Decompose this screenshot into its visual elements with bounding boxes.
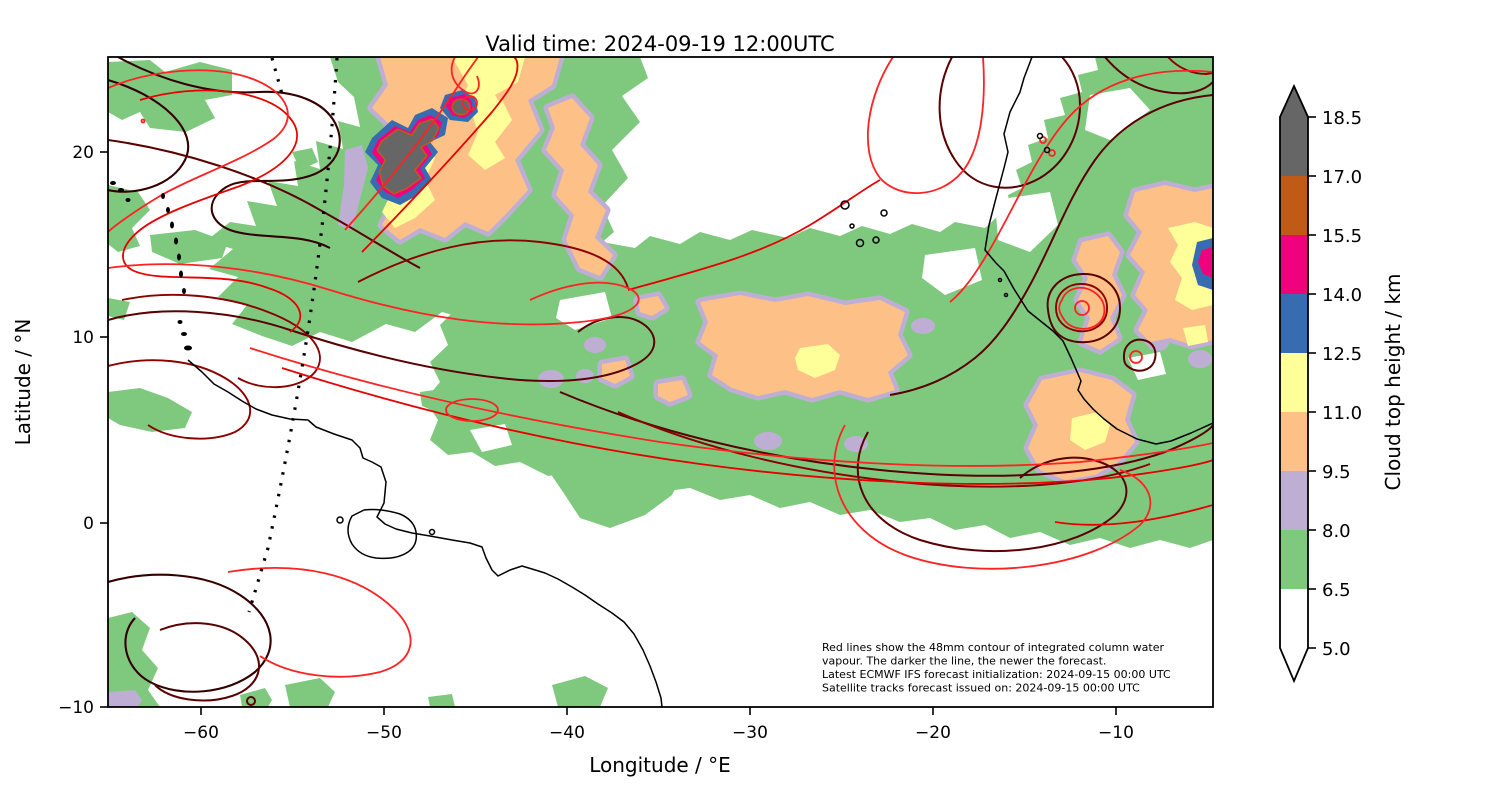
x-tick-label: −20 — [915, 723, 951, 743]
y-tick-label: −10 — [58, 698, 94, 718]
x-tick-labels: −60 −50 −40 −30 −20 −10 — [183, 723, 1134, 743]
cloud-fill-yellow — [380, 57, 1213, 450]
annotation-line: Satellite tracks forecast issued on: 202… — [822, 682, 1140, 695]
colorbar-band — [1280, 530, 1308, 589]
colorbar-band — [1280, 117, 1308, 176]
y-tick-labels: 20 10 0 −10 — [58, 143, 94, 718]
colorbar-tick-label: 17.0 — [1322, 167, 1362, 188]
colorbar-band — [1280, 353, 1308, 412]
map-plot-area — [108, 57, 1213, 707]
y-tick-label: 10 — [72, 328, 94, 348]
x-axis-label: Longitude / °E — [589, 753, 731, 777]
colorbar-band — [1280, 235, 1308, 294]
icwv-contours-shade3 — [122, 57, 1213, 526]
x-tick-label: −10 — [1098, 723, 1134, 743]
colorbar-tick-label: 6.5 — [1322, 580, 1351, 601]
canary-island — [1036, 132, 1044, 140]
x-tick-label: −30 — [732, 723, 768, 743]
annotation-block: Red lines show the 48mm contour of integ… — [822, 641, 1171, 695]
plot-frame — [107, 56, 1214, 708]
annotation-line: Latest ECMWF IFS forecast initialization… — [822, 668, 1171, 681]
colorbar-tick-label: 18.5 — [1322, 108, 1362, 129]
icwv-contours-shade1 — [108, 57, 1213, 706]
colorbar: 18.5 17.0 15.5 14.0 12.5 11.0 9.5 8.0 6.… — [1279, 83, 1405, 684]
colorbar-tick-label: 8.0 — [1322, 521, 1351, 542]
colorbar-tick-marks — [1308, 116, 1316, 649]
coastlines — [187, 57, 1213, 707]
colorbar-band — [1280, 294, 1308, 353]
icwv-contours-shade4 — [108, 57, 1213, 678]
amazon-delta-island — [347, 508, 418, 560]
colorbar-tick-label: 15.5 — [1322, 226, 1362, 247]
colorbar-axis-label: Cloud top height / km — [1381, 274, 1405, 491]
x-tick-label: −60 — [183, 723, 219, 743]
y-tick-label: 0 — [83, 514, 94, 534]
x-tick-label: −50 — [366, 723, 402, 743]
plot-title: Valid time: 2024-09-19 12:00UTC — [485, 32, 834, 56]
colorbar-tick-label: 11.0 — [1322, 403, 1362, 424]
africa-coastline — [984, 57, 1213, 445]
icwv-contours-shade0 — [108, 57, 341, 693]
cape-verde-island — [840, 200, 850, 210]
colorbar-under-arrow — [1280, 648, 1308, 681]
antilles-islands — [110, 181, 192, 351]
y-tick-label: 20 — [72, 143, 94, 163]
annotation-line: Red lines show the 48mm contour of integ… — [822, 641, 1164, 654]
colorbar-over-arrow — [1280, 86, 1308, 117]
colorbar-tick-labels: 18.5 17.0 15.5 14.0 12.5 11.0 9.5 8.0 6.… — [1322, 108, 1362, 660]
colorbar-band — [1280, 471, 1308, 530]
colorbar-tick-label: 14.0 — [1322, 285, 1362, 306]
south-america-coastline — [187, 359, 663, 707]
colorbar-tick-label: 12.5 — [1322, 344, 1362, 365]
colorbar-band — [1280, 412, 1308, 471]
annotation-line: vapour. The darker the line, the newer t… — [822, 655, 1106, 668]
colorbar-band — [1280, 589, 1308, 648]
colorbar-band — [1280, 176, 1308, 235]
x-tick-label: −40 — [549, 723, 585, 743]
colorbar-tick-label: 9.5 — [1322, 462, 1351, 483]
colorbar-tick-label: 5.0 — [1322, 639, 1351, 660]
y-axis-label: Latitude / °N — [11, 319, 35, 446]
axis-ticks — [100, 151, 1117, 715]
